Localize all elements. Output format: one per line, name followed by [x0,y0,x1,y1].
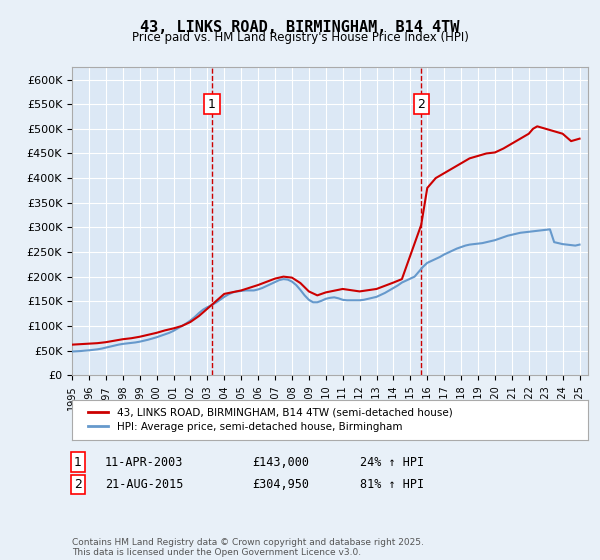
Text: 43, LINKS ROAD, BIRMINGHAM, B14 4TW: 43, LINKS ROAD, BIRMINGHAM, B14 4TW [140,20,460,35]
Text: 11-APR-2003: 11-APR-2003 [105,455,184,469]
Legend: 43, LINKS ROAD, BIRMINGHAM, B14 4TW (semi-detached house), HPI: Average price, s: 43, LINKS ROAD, BIRMINGHAM, B14 4TW (sem… [82,403,458,437]
Text: Contains HM Land Registry data © Crown copyright and database right 2025.
This d: Contains HM Land Registry data © Crown c… [72,538,424,557]
Text: 2: 2 [74,478,82,491]
Text: Price paid vs. HM Land Registry's House Price Index (HPI): Price paid vs. HM Land Registry's House … [131,31,469,44]
Text: 81% ↑ HPI: 81% ↑ HPI [360,478,424,491]
Text: 2: 2 [417,97,425,111]
Text: £143,000: £143,000 [252,455,309,469]
Text: 1: 1 [74,455,82,469]
Text: 1: 1 [208,97,216,111]
Text: £304,950: £304,950 [252,478,309,491]
Text: 24% ↑ HPI: 24% ↑ HPI [360,455,424,469]
Text: 21-AUG-2015: 21-AUG-2015 [105,478,184,491]
